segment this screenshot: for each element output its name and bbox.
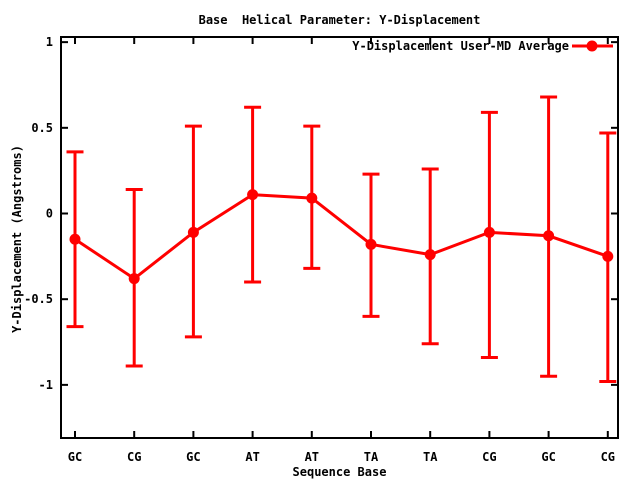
y-tick-label: 0.5 <box>31 121 53 135</box>
plot-border <box>60 36 619 439</box>
x-axis-label: Sequence Base <box>292 465 387 479</box>
x-tick-label: CG <box>482 450 496 464</box>
y-tick-label: 1 <box>46 35 53 49</box>
y-tick-label: 0 <box>46 207 53 221</box>
data-point <box>483 226 495 238</box>
chart-title: Base Helical Parameter: Y-Displacement <box>198 13 481 27</box>
legend-label: Y-Displacement User-MD Average <box>352 39 569 53</box>
x-tick-label: AT <box>245 450 259 464</box>
data-point <box>365 238 377 250</box>
legend-marker-icon <box>572 40 613 52</box>
x-tick-label: AT <box>305 450 319 464</box>
legend: Y-Displacement User-MD Average <box>352 39 613 53</box>
data-point <box>187 226 199 238</box>
data-point <box>543 230 555 242</box>
x-tick-label: GC <box>541 450 555 464</box>
data-point <box>306 192 318 204</box>
data-point <box>128 273 140 285</box>
y-axis-label: Y-Displacement (Angstroms) <box>10 145 24 333</box>
x-tick-label: CG <box>127 450 141 464</box>
x-tick-label: TA <box>364 450 379 464</box>
data-point <box>602 250 614 262</box>
data-point <box>424 249 436 261</box>
y-tick-label: -0.5 <box>24 292 53 306</box>
x-tick-label: GC <box>68 450 82 464</box>
x-tick-label: TA <box>423 450 438 464</box>
series-line <box>74 193 609 281</box>
x-tick-label: GC <box>186 450 200 464</box>
y-tick-label: -1 <box>39 378 53 392</box>
data-point <box>69 233 81 245</box>
x-tick-label: CG <box>601 450 615 464</box>
data-point <box>247 189 259 201</box>
